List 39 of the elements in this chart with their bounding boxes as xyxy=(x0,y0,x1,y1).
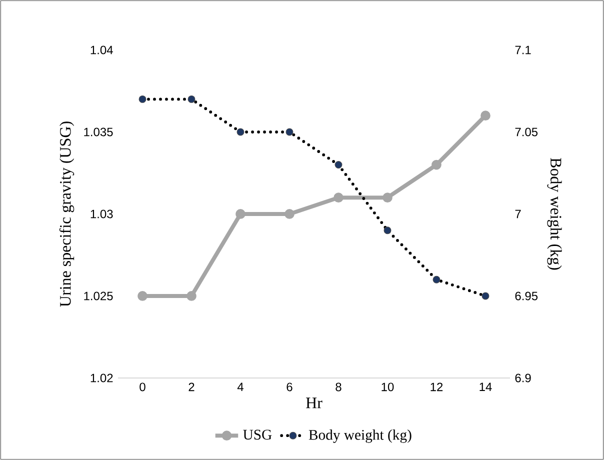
y-tick-label: 1.04 xyxy=(90,46,113,54)
y2-tick-label: 6.95 xyxy=(515,292,538,300)
y-tick-label: 1.025 xyxy=(84,292,113,300)
x-tick-label: 4 xyxy=(237,382,244,391)
point xyxy=(432,160,442,170)
point xyxy=(138,291,148,301)
point xyxy=(284,209,294,219)
point xyxy=(382,192,392,203)
x-tick-label: 14 xyxy=(480,382,492,391)
point xyxy=(432,276,440,284)
legend-label: Body weight (kg) xyxy=(308,430,412,443)
y2-tick-label: 7.05 xyxy=(515,128,538,136)
point xyxy=(236,209,246,219)
y2-tick-label: 7 xyxy=(515,210,521,218)
point xyxy=(480,110,490,121)
point xyxy=(384,226,392,234)
point xyxy=(334,192,344,203)
x-tick-label: 0 xyxy=(140,382,146,392)
point xyxy=(186,291,196,301)
legend-label: USG xyxy=(243,430,272,440)
point xyxy=(188,95,196,103)
y-tick-label: 1.035 xyxy=(84,128,113,136)
x-tick-label: 10 xyxy=(382,382,394,392)
x-tick-label: 6 xyxy=(286,382,292,392)
x-axis-title: Hr xyxy=(306,398,322,408)
point xyxy=(138,95,146,103)
point xyxy=(236,128,244,136)
point xyxy=(482,292,490,300)
x-tick-label: 8 xyxy=(336,382,342,392)
y-tick-label: 1.02 xyxy=(90,374,113,382)
y-tick-label: 1.03 xyxy=(90,210,113,218)
y2-axis-title: Body weight (kg) xyxy=(547,158,562,270)
y2-tick-label: 7.1 xyxy=(515,46,531,54)
x-tick-label: 2 xyxy=(188,382,194,392)
point xyxy=(334,161,342,169)
y-axis-title: Urine specific gravity (USG) xyxy=(59,122,74,307)
y2-tick-label: 6.9 xyxy=(515,374,531,382)
x-tick-label: 12 xyxy=(430,382,443,392)
point xyxy=(286,128,294,136)
